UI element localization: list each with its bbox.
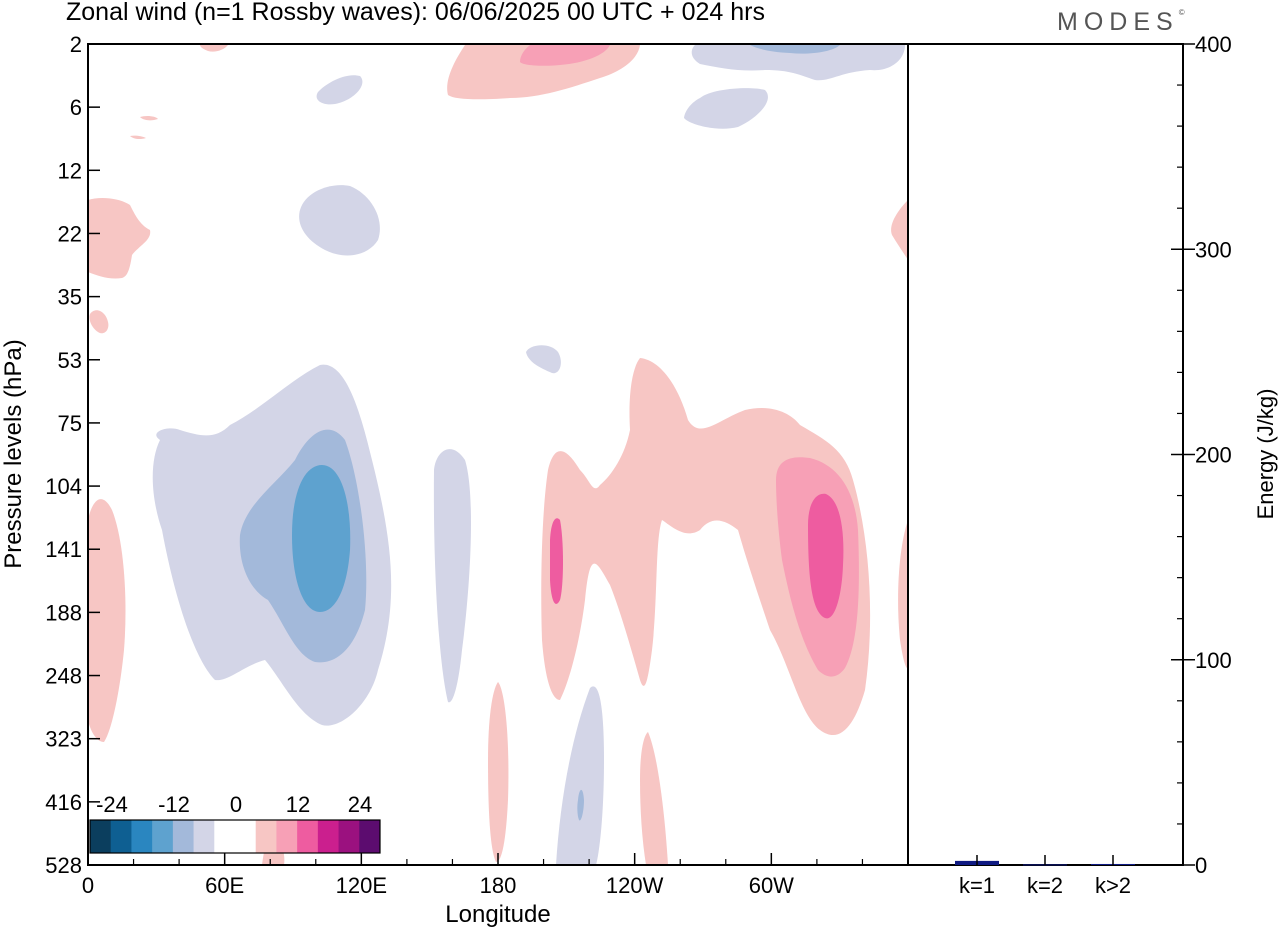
- colorbar-swatch: [297, 820, 319, 853]
- colorbar-swatch: [172, 820, 195, 853]
- energy-axis-label: Energy (J/kg): [1253, 389, 1278, 520]
- energy-tick-label: 200: [1195, 443, 1232, 468]
- y-tick-label: 248: [45, 664, 82, 689]
- y-tick-label: 141: [45, 537, 82, 562]
- contour-negative-small-c: [299, 185, 380, 256]
- contour-positive-top-core: [520, 45, 610, 66]
- y-tick-label: 2: [70, 32, 82, 57]
- colorbar-swatch: [214, 820, 236, 853]
- contour-negative-core: [292, 465, 351, 612]
- brand-logo: MODES©: [1057, 8, 1185, 37]
- contour-positive-core: [808, 493, 844, 619]
- brand-name: MODES: [1057, 8, 1179, 36]
- colorbar-swatch: [255, 820, 277, 853]
- x-axis: 0 60E 120E 180 120W 60W: [82, 853, 864, 898]
- contour-positive-top: [447, 45, 640, 100]
- chart-title: Zonal wind (n=1 Rossby waves): 06/06/202…: [66, 0, 765, 26]
- colorbar-swatch: [359, 820, 381, 853]
- contour-negative-small-d: [526, 345, 561, 374]
- x-tick-label: 120W: [606, 873, 664, 898]
- contour-positive-main: [541, 358, 871, 736]
- y-tick-label: 12: [58, 158, 82, 183]
- colorbar-swatch: [276, 820, 298, 853]
- colorbar-frame: [89, 819, 381, 854]
- energy-bars: k=1 k=2 k>2: [955, 855, 1135, 898]
- colorbar-swatch: [90, 820, 112, 853]
- colorbar-label: -12: [158, 792, 190, 817]
- contour-positive-small-c: [200, 45, 228, 52]
- y-tick-label: 188: [45, 600, 82, 625]
- colorbar-label: 24: [348, 792, 372, 817]
- x-tick-label: 120E: [336, 873, 387, 898]
- colorbar-label: 0: [230, 792, 242, 817]
- y-tick-label: 104: [45, 474, 82, 499]
- y-tick-label: 22: [58, 221, 82, 246]
- contour-positive-right-edge-a: [891, 200, 908, 260]
- energy-category-label: k>2: [1095, 873, 1131, 898]
- x-tick-label: 180: [480, 873, 517, 898]
- colorbar-label: 12: [286, 792, 310, 817]
- y-tick-label: 75: [58, 411, 82, 436]
- x-tick-label: 0: [82, 873, 94, 898]
- contour-positive-small-core: [550, 518, 563, 604]
- energy-category-label: k=1: [959, 873, 995, 898]
- colorbar-swatch: [110, 820, 132, 853]
- brand-mark: ©: [1178, 8, 1185, 17]
- energy-tick-label: 0: [1195, 853, 1207, 878]
- y-axis: 2 6 12 22 35 53 75 104 141 188 248 323 416 528: [45, 32, 100, 878]
- colorbar-label: -24: [96, 792, 128, 817]
- contour-negative-small-a: [684, 88, 768, 129]
- energy-tick-label: 400: [1195, 32, 1232, 57]
- contour-field: [88, 45, 908, 865]
- axis-labels: Longitude Pressure levels (hPa) Energy (J/…: [0, 339, 1278, 928]
- colorbar-swatch: [152, 820, 174, 853]
- contour-negative-lower-core: [577, 789, 584, 821]
- colorbar-swatch: [338, 820, 360, 853]
- energy-tick-label: 300: [1195, 237, 1232, 262]
- y-axis-label: Pressure levels (hPa): [0, 339, 27, 568]
- contour-positive-small-e: [130, 135, 146, 140]
- x-tick-label: 60E: [205, 873, 244, 898]
- contour-positive-right-edge-b: [898, 520, 908, 669]
- contour-positive-small-b: [89, 310, 109, 334]
- y-tick-label: 6: [70, 95, 82, 120]
- energy-tick-label: 100: [1195, 648, 1232, 673]
- y-tick-label: 53: [58, 348, 82, 373]
- contour-negative-small-b: [316, 75, 363, 105]
- colorbar-swatch: [235, 820, 257, 853]
- contour-negative-lower: [556, 686, 604, 865]
- x-tick-label: 60W: [749, 873, 794, 898]
- contour-negative-top-right-mid: [750, 45, 840, 54]
- energy-category-label: k=2: [1027, 873, 1063, 898]
- contour-negative-stripe: [433, 449, 472, 703]
- contour-positive-left-column: [88, 499, 126, 742]
- contour-positive-small-d: [140, 115, 158, 121]
- energy-axis: 0 100 200 300 400: [1171, 32, 1232, 878]
- colorbar: -24 -12 0 12 24: [89, 792, 381, 854]
- contour-negative-top-right: [691, 45, 905, 81]
- colorbar-swatch: [193, 820, 215, 853]
- colorbar-swatch: [317, 820, 340, 853]
- contour-positive-small-a: [88, 197, 151, 279]
- y-tick-label: 323: [45, 727, 82, 752]
- y-tick-label: 416: [45, 790, 82, 815]
- energy-frame: [907, 43, 1184, 866]
- y-tick-label: 35: [58, 285, 82, 310]
- y-tick-label: 528: [45, 853, 82, 878]
- colorbar-swatch: [131, 820, 153, 853]
- x-axis-label: Longitude: [445, 901, 550, 928]
- contour-positive-stripe-b: [640, 732, 668, 865]
- contour-positive-stripe-a: [488, 682, 509, 862]
